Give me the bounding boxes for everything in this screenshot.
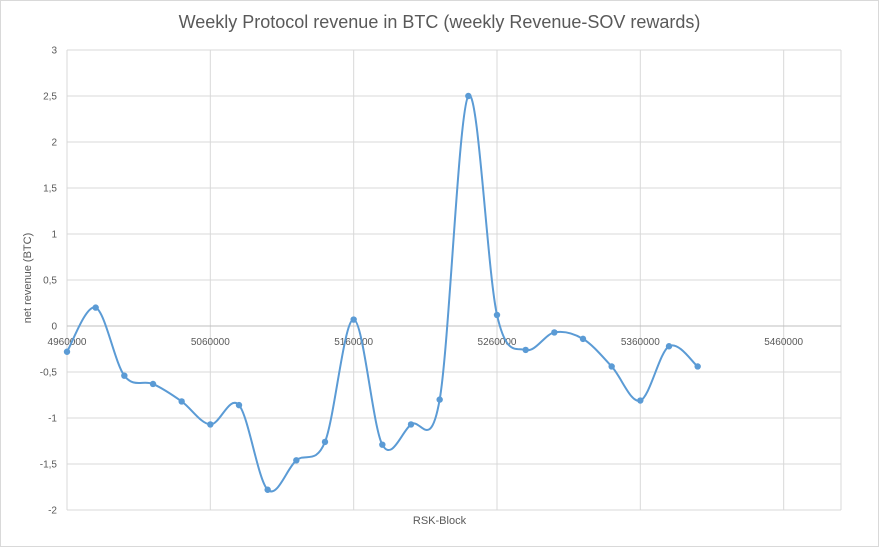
data-point-12 (407, 421, 415, 428)
y-tick-label-3: 1,5 (43, 184, 57, 195)
data-point-17 (551, 329, 558, 336)
series-line-0 (66, 94, 699, 493)
data-point-9 (321, 438, 329, 446)
data-point-0 (63, 348, 71, 355)
data-point-8 (293, 457, 300, 464)
data-point-16 (522, 346, 529, 354)
data-point-22 (694, 363, 701, 370)
y-tick-label-9: -1,5 (40, 460, 58, 471)
y-tick-label-4: 1 (51, 230, 57, 241)
x-tick-label-5: 5460000 (764, 337, 803, 348)
gridlines (66, 49, 842, 511)
data-point-6 (235, 401, 243, 409)
x-tick-labels: 4960000 5060000 5160000 5260000 5360000 54600… (48, 337, 804, 348)
series-group (63, 92, 701, 493)
data-point-13 (436, 396, 443, 403)
y-tick-label-1: 2,5 (43, 92, 57, 103)
y-tick-label-10: -2 (48, 506, 57, 517)
x-tick-label-4: 5360000 (621, 337, 660, 348)
data-point-21 (665, 343, 673, 350)
data-point-5 (207, 421, 214, 428)
data-point-15 (493, 311, 501, 319)
data-point-3 (149, 380, 157, 388)
data-point-4 (178, 398, 185, 405)
data-point-20 (637, 397, 644, 404)
x-axis-title: RSK-Block (412, 515, 467, 527)
x-tick-label-3: 5260000 (478, 337, 517, 348)
data-point-2 (121, 372, 128, 379)
data-point-14 (465, 92, 472, 100)
data-point-10 (350, 316, 357, 323)
data-point-1 (92, 304, 99, 311)
x-tick-label-1: 5060000 (191, 337, 230, 348)
y-tick-label-8: -1 (48, 414, 57, 425)
data-point-11 (379, 441, 386, 448)
y-tick-label-6: 0 (51, 322, 57, 333)
y-tick-label-7: -0,5 (40, 368, 58, 379)
y-tick-label-5: 0,5 (43, 276, 57, 287)
y-tick-label-0: 3 (51, 46, 57, 57)
data-point-18 (579, 335, 587, 343)
data-point-7 (264, 486, 271, 493)
y-tick-label-2: 2 (51, 138, 57, 149)
y-tick-labels: 3 2,5 2 1,5 1 0,5 0 -0,5 -1 -1,5 -2 (40, 46, 58, 517)
chart-title: Weekly Protocol revenue in BTC (weekly R… (178, 12, 701, 32)
x-tick-label-0: 4960000 (48, 337, 87, 348)
x-tick-label-2: 5160000 (334, 337, 373, 348)
data-point-19 (608, 363, 615, 370)
